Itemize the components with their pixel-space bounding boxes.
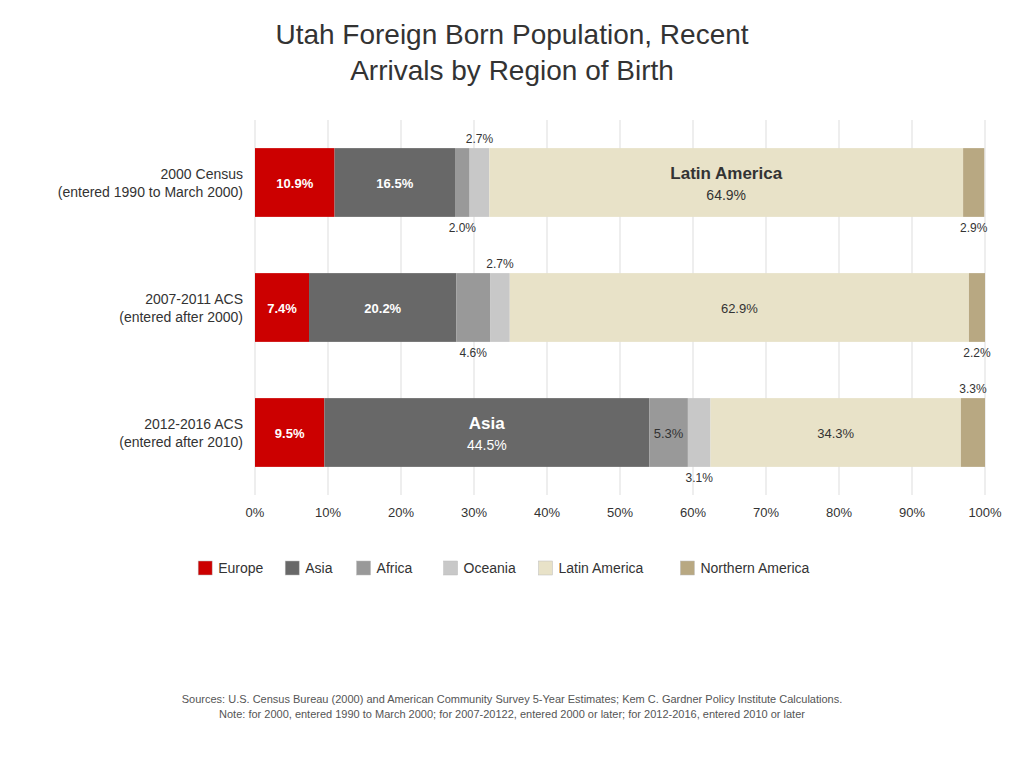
legend-swatch bbox=[357, 561, 371, 575]
data-label: 2.7% bbox=[466, 132, 494, 146]
data-label: 3.3% bbox=[959, 382, 987, 396]
text-line: Arrivals by Region of Birth bbox=[350, 55, 674, 86]
source-note: Sources: U.S. Census Bureau (2000) and A… bbox=[182, 693, 843, 720]
chart-svg: Utah Foreign Born Population, Recent Arri… bbox=[0, 0, 1024, 768]
legend-swatch bbox=[444, 561, 458, 575]
x-tick-label: 100% bbox=[968, 505, 1002, 520]
legend-label: Africa bbox=[377, 560, 413, 576]
data-label: 64.9% bbox=[706, 187, 746, 203]
data-label: 34.3% bbox=[817, 426, 854, 441]
bar-segment bbox=[490, 273, 510, 342]
y-axis: 2000 Census(entered 1990 to March 2000)2… bbox=[58, 166, 243, 450]
annotation: Asia bbox=[469, 414, 505, 433]
bars bbox=[255, 148, 985, 467]
bar-segment bbox=[456, 273, 490, 342]
x-tick-label: 20% bbox=[388, 505, 414, 520]
data-label: 3.1% bbox=[686, 471, 714, 485]
x-tick-label: 40% bbox=[534, 505, 560, 520]
data-label: 2.7% bbox=[486, 257, 514, 271]
x-axis: 0% 10% 20% 30% 40% 50% 60% 70% 80% 90% 100% bbox=[246, 505, 1002, 520]
y-tick-label: 2007-2011 ACS (entered after 2000) bbox=[119, 291, 243, 325]
x-tick-label: 60% bbox=[680, 505, 706, 520]
text-line: (entered after 2000) bbox=[119, 309, 243, 325]
grid bbox=[255, 120, 985, 495]
bar-segment bbox=[969, 273, 985, 342]
data-label: 5.3% bbox=[654, 426, 684, 441]
data-label: 2.0% bbox=[449, 221, 477, 235]
text-line: 2007-2011 ACS bbox=[145, 291, 243, 307]
data-label: 20.2% bbox=[364, 301, 401, 316]
bar-segment bbox=[455, 148, 470, 217]
text-line: (entered after 2010) bbox=[119, 434, 243, 450]
bar-segment bbox=[489, 148, 963, 217]
x-tick-label: 70% bbox=[753, 505, 779, 520]
bar-segment bbox=[711, 398, 961, 467]
text-line: (entered 1990 to March 2000) bbox=[58, 184, 243, 200]
x-tick-label: 10% bbox=[315, 505, 341, 520]
data-label: 62.9% bbox=[721, 301, 758, 316]
y-tick-label: 2000 Census (entered 1990 to March 2000) bbox=[58, 166, 243, 200]
bar-segment bbox=[649, 398, 688, 467]
data-labels: 10.9% 16.5% 2.0% 2.7% Latin America 64.9% 2.9%… bbox=[267, 132, 991, 485]
bar-segment bbox=[688, 398, 711, 467]
legend-swatch bbox=[538, 561, 552, 575]
text-line: 2012-2016 ACS bbox=[144, 416, 243, 432]
legend-label: Europe bbox=[218, 560, 263, 576]
legend-swatch bbox=[285, 561, 299, 575]
bar-segment bbox=[309, 273, 456, 342]
bar-segment bbox=[255, 398, 324, 467]
bar-segment bbox=[963, 148, 984, 217]
bar-segment bbox=[335, 148, 455, 217]
data-label: 44.5% bbox=[467, 437, 507, 453]
legend-label: Oceania bbox=[464, 560, 516, 576]
x-tick-label: 90% bbox=[899, 505, 925, 520]
x-tick-label: 30% bbox=[461, 505, 487, 520]
bar-segment bbox=[324, 398, 649, 467]
bar-segment bbox=[961, 398, 985, 467]
legend-swatch bbox=[198, 561, 212, 575]
x-tick-label: 50% bbox=[607, 505, 633, 520]
bar-segment bbox=[470, 148, 490, 217]
data-label: 7.4% bbox=[267, 301, 297, 316]
data-label: 2.9% bbox=[960, 221, 988, 235]
chart-container: Utah Foreign Born Population, Recent Arri… bbox=[0, 0, 1024, 768]
data-label: 10.9% bbox=[276, 176, 313, 191]
x-tick-label: 80% bbox=[826, 505, 852, 520]
data-label: 2.2% bbox=[963, 346, 991, 360]
legend-label: Latin America bbox=[558, 560, 643, 576]
text-line: Utah Foreign Born Population, Recent bbox=[275, 19, 748, 50]
data-label: 16.5% bbox=[376, 176, 413, 191]
bar-segment bbox=[255, 273, 309, 342]
text-line: 2000 Census bbox=[160, 166, 243, 182]
data-label: 9.5% bbox=[275, 426, 305, 441]
bar-segment bbox=[255, 148, 335, 217]
x-tick-label: 0% bbox=[246, 505, 265, 520]
legend-label: Asia bbox=[305, 560, 332, 576]
text-line: Sources: U.S. Census Bureau (2000) and A… bbox=[182, 693, 843, 705]
legend: Europe Asia Africa Oceania Latin America Nort… bbox=[198, 560, 809, 576]
chart-title: Utah Foreign Born Population, Recent Arri… bbox=[275, 19, 748, 86]
data-label: 4.6% bbox=[460, 346, 488, 360]
text-line: Note: for 2000, entered 1990 to March 20… bbox=[219, 708, 805, 720]
legend-label: Northern America bbox=[700, 560, 809, 576]
legend-swatch bbox=[680, 561, 694, 575]
y-tick-label: 2012-2016 ACS (entered after 2010) bbox=[119, 416, 243, 450]
annotation: Latin America bbox=[670, 164, 782, 183]
bar-segment bbox=[510, 273, 969, 342]
